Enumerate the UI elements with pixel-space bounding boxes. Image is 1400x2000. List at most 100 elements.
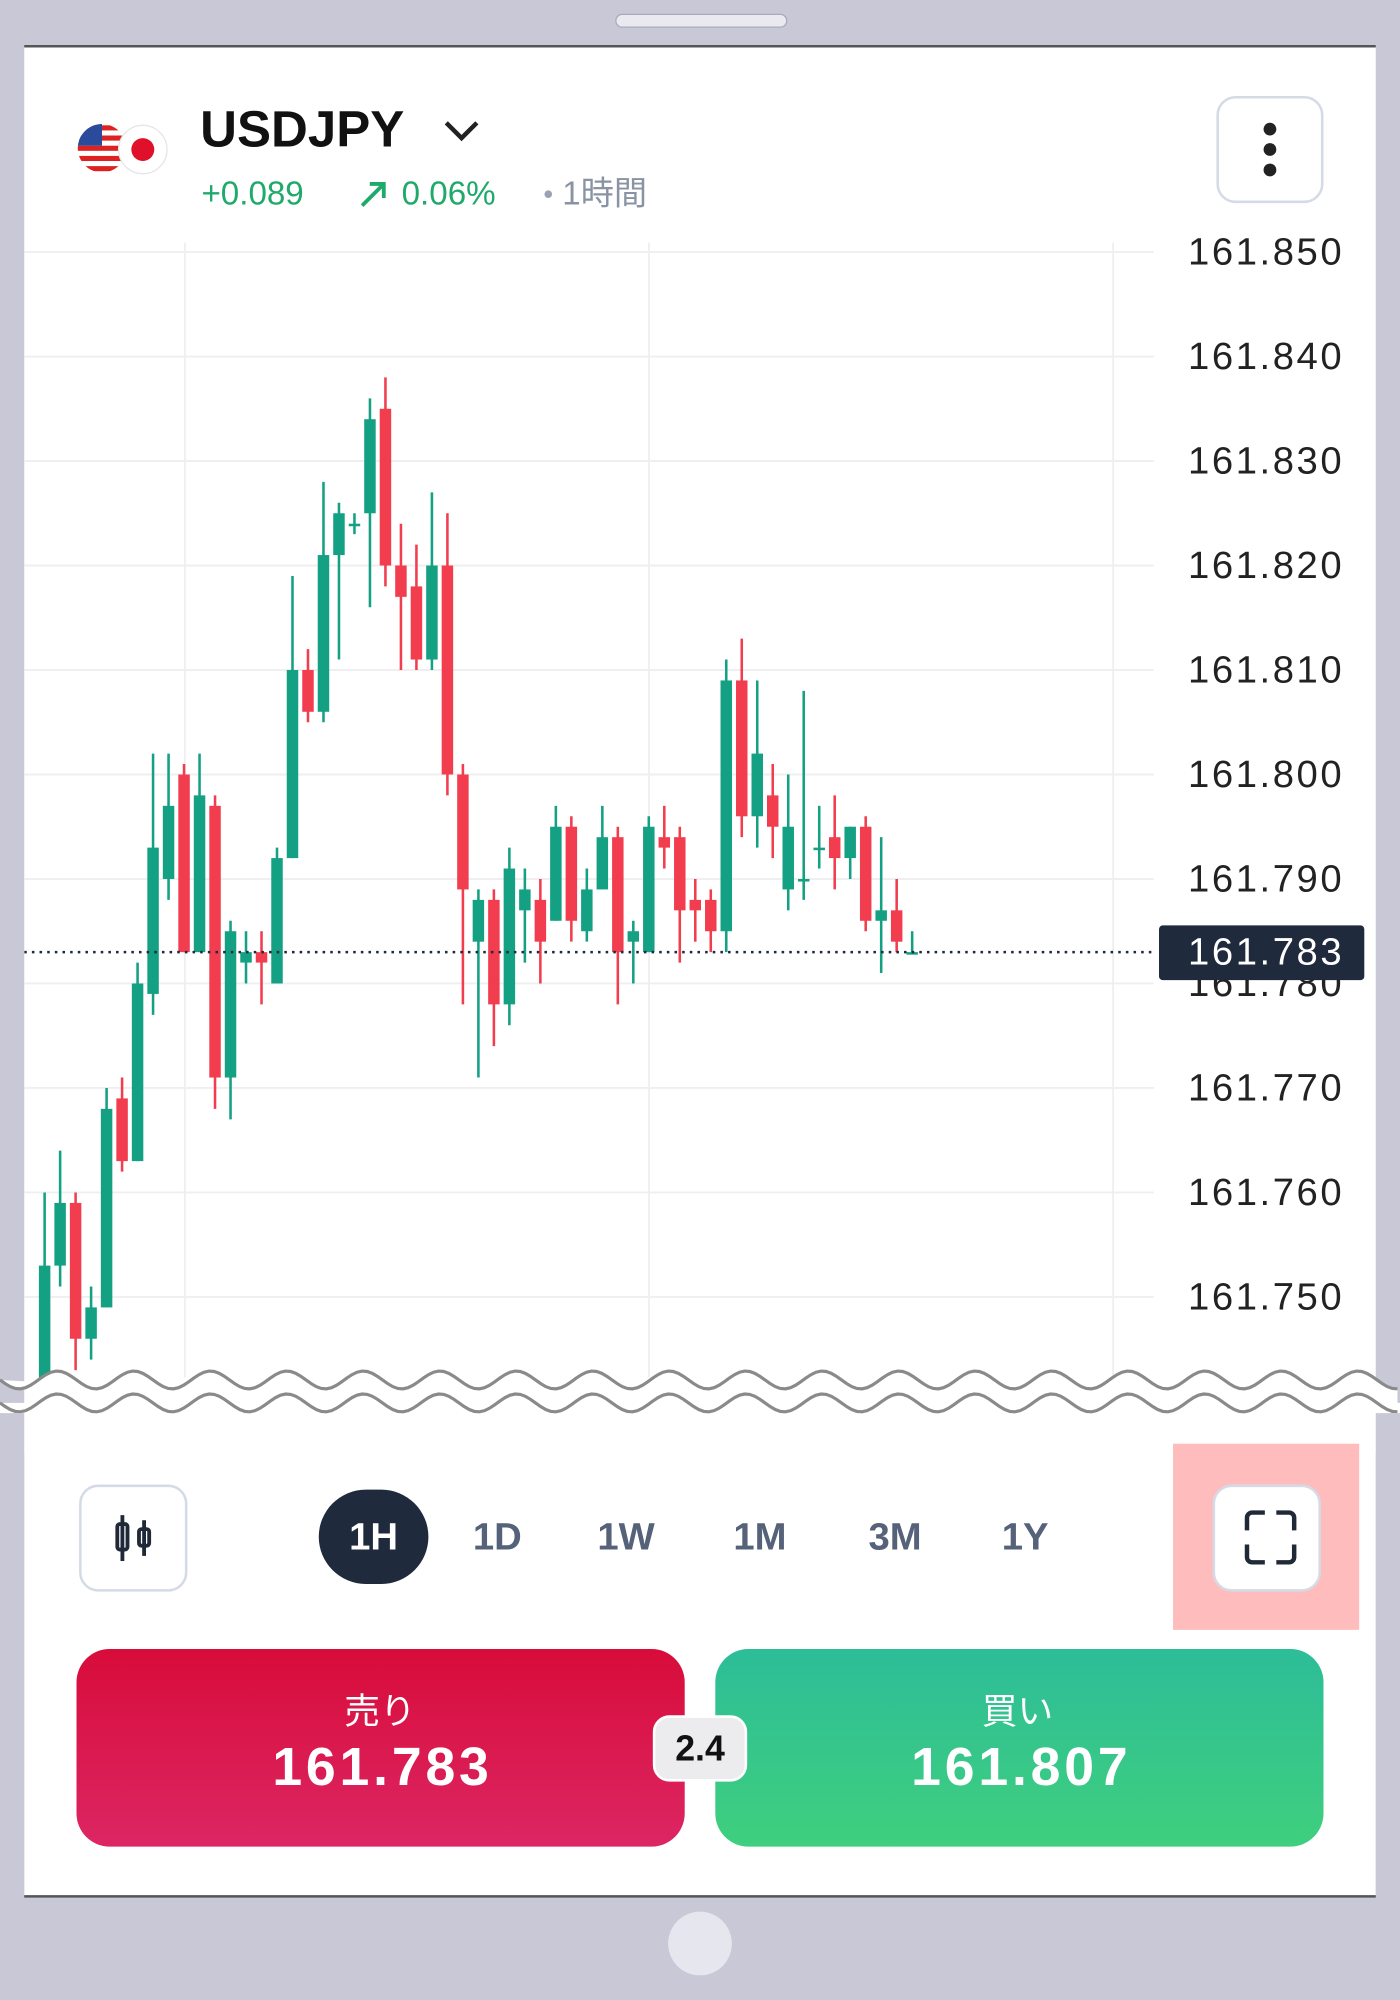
candle-body [689, 899, 702, 911]
wave-edge [0, 1369, 1398, 1391]
candle-body [488, 899, 500, 1005]
candle-body [767, 795, 779, 827]
timeframe-option[interactable]: 1W [597, 1515, 655, 1558]
candle-body [271, 858, 283, 984]
interval: 1時間 [562, 176, 647, 213]
candle-body [643, 826, 655, 953]
screen [24, 44, 1376, 1897]
candle-body [658, 837, 671, 848]
frame-left [0, 1413, 25, 1898]
y-tick-label: 161.830 [1188, 440, 1344, 483]
y-tick-label: 161.760 [1188, 1171, 1344, 1214]
candle-body [100, 1108, 113, 1308]
price-change: +0.089 [201, 176, 303, 213]
candle-body [565, 826, 578, 921]
candle-body [286, 669, 299, 859]
candle-body [85, 1307, 97, 1339]
candle-body [550, 826, 562, 921]
candle-body [472, 899, 485, 942]
candle-body [317, 555, 330, 712]
candle-body [596, 837, 609, 890]
symbol[interactable]: USDJPY [200, 101, 404, 158]
candle-body [209, 805, 221, 1078]
y-tick-label: 161.800 [1188, 753, 1344, 796]
y-tick-label: 161.810 [1188, 648, 1344, 691]
timeframe-selected [318, 1489, 429, 1584]
candle-body [519, 889, 531, 911]
buy-price: 161.807 [911, 1738, 1131, 1797]
wave-fill-lower [0, 1402, 1400, 1454]
y-tick-label: 161.820 [1188, 544, 1344, 587]
current-price-badge [1159, 925, 1365, 981]
timeframe-option[interactable]: 1Y [1002, 1515, 1049, 1558]
y-tick-label: 161.840 [1188, 335, 1344, 378]
candle-body [720, 680, 733, 932]
candle-body [581, 889, 593, 932]
candle-body [302, 669, 314, 712]
spread-badge [652, 1715, 748, 1782]
symbol-dropdown[interactable] [444, 121, 479, 142]
spread: 2.4 [675, 1728, 725, 1768]
candle-body [255, 952, 268, 963]
timeframe-option[interactable]: 1M [733, 1515, 786, 1558]
wave-edge [0, 1392, 1398, 1414]
candle-body [890, 910, 903, 942]
y-tick-label: 161.790 [1188, 857, 1344, 900]
candle-body [705, 899, 717, 932]
candle-body [813, 847, 825, 851]
sell-button[interactable] [76, 1648, 685, 1847]
timeframe-option[interactable]: 3M [869, 1515, 922, 1558]
candle-body [736, 680, 748, 817]
sell-label: 売り [344, 1691, 415, 1731]
sell-price: 161.783 [272, 1738, 492, 1797]
candle-body [178, 774, 190, 953]
current-price-label: 161.783 [1188, 931, 1344, 974]
notch [615, 13, 788, 28]
timeframe-option[interactable]: 1H [349, 1515, 398, 1558]
candle-body [503, 868, 516, 1005]
home-button[interactable] [668, 1911, 732, 1976]
timeframe-option[interactable]: 1D [473, 1515, 522, 1558]
dot [544, 190, 553, 198]
plot: 161.850 161.840 161.830 161.820 161.810 161.8… [0, 231, 1400, 1898]
candle-body [224, 931, 237, 1078]
candle-body [612, 837, 624, 953]
candle-body [333, 513, 345, 556]
candle-body [751, 753, 763, 817]
y-tick-label: 161.850 [1188, 231, 1344, 274]
candle-body [828, 837, 841, 859]
candle-body [395, 565, 407, 597]
up-arrow [360, 182, 386, 207]
candle-body [379, 408, 392, 566]
candle-body [69, 1202, 82, 1339]
candle-body [534, 899, 547, 942]
frame-right [1375, 1413, 1400, 1898]
candle-body [674, 837, 686, 911]
y-tick-label: 161.750 [1188, 1275, 1344, 1318]
candle-body [426, 565, 438, 660]
buy-button[interactable] [715, 1648, 1324, 1847]
candle-body [240, 952, 252, 963]
candle-body [364, 419, 376, 514]
candle-body [116, 1098, 128, 1162]
chart-type-button[interactable] [79, 1484, 188, 1592]
candle-body [193, 795, 206, 953]
candle-body [54, 1202, 66, 1266]
menu-icon [1263, 122, 1277, 177]
buy-label: 買い [982, 1691, 1053, 1731]
candle-body [441, 565, 454, 775]
fullscreen-button[interactable] [1212, 1484, 1321, 1592]
candle-body [859, 826, 872, 921]
candle-body [348, 523, 361, 527]
candle-body [797, 878, 810, 882]
candle-body [782, 826, 794, 890]
candle-body [457, 774, 469, 890]
candle-body [844, 826, 856, 859]
candle-body [131, 983, 144, 1162]
candle-body [162, 805, 175, 879]
plot-area: 161.850 161.840 161.830 161.820 161.810 161.8… [24, 231, 1365, 1378]
candle-body [627, 931, 640, 942]
candle-body [147, 847, 159, 994]
